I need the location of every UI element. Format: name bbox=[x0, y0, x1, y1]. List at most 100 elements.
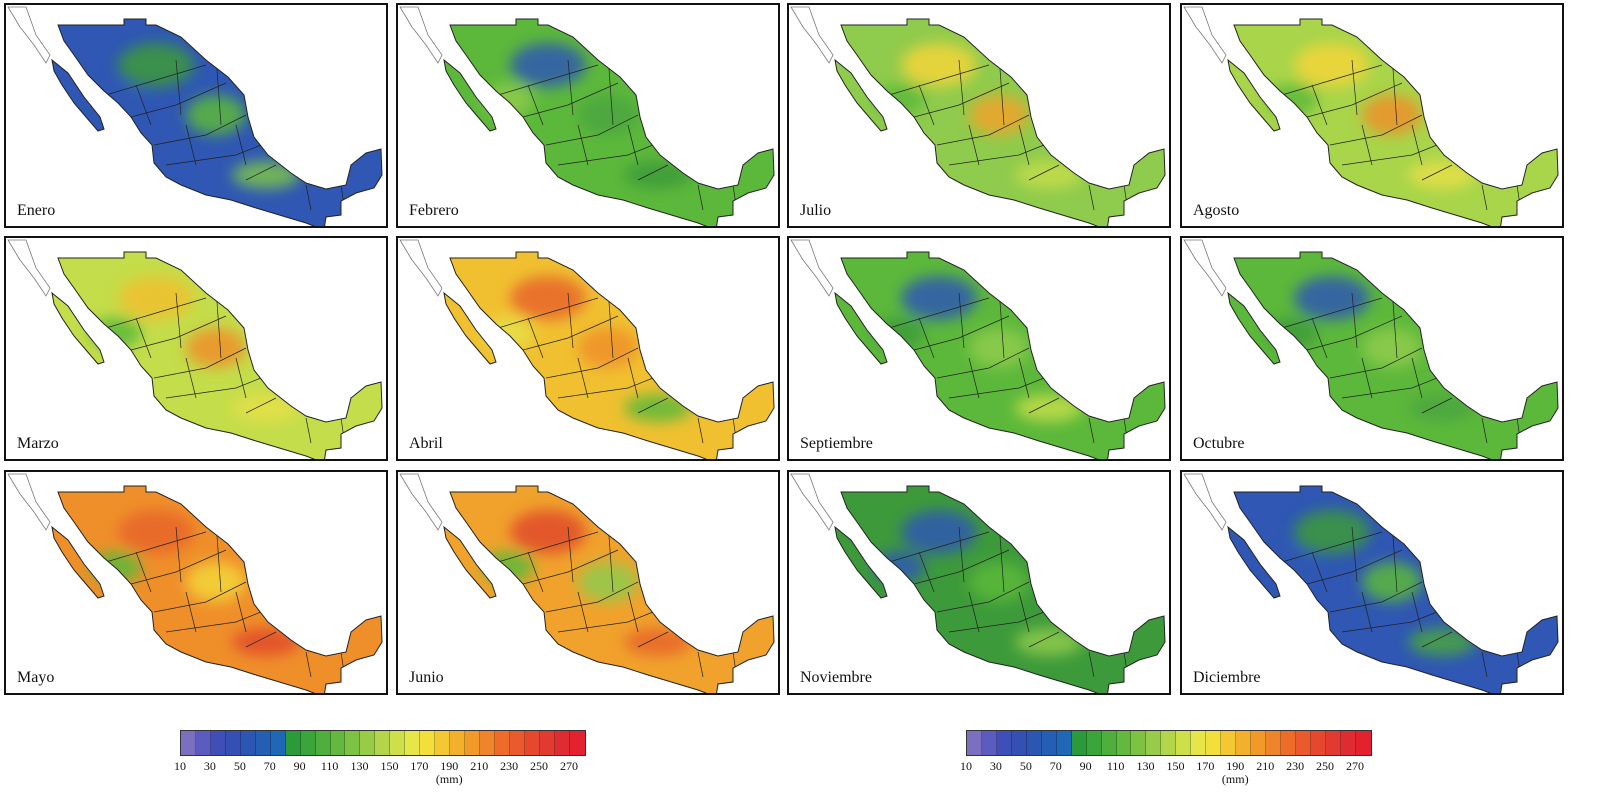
state-border bbox=[545, 581, 639, 613]
state-border bbox=[1028, 164, 1060, 181]
legend-swatch bbox=[181, 731, 196, 755]
state-border bbox=[1306, 549, 1403, 585]
state-border bbox=[1341, 377, 1438, 399]
legend-tick-label: 70 bbox=[1049, 759, 1062, 773]
state-border bbox=[545, 347, 639, 379]
state-border bbox=[888, 531, 990, 563]
legend-swatch bbox=[996, 731, 1012, 755]
precip-region bbox=[969, 562, 1029, 602]
legend-swatch bbox=[1041, 731, 1057, 755]
map-graphic bbox=[1183, 6, 1559, 226]
legend-tick-label: 210 bbox=[1256, 759, 1275, 773]
state-border bbox=[958, 526, 965, 583]
state-border bbox=[968, 357, 980, 399]
state-border bbox=[557, 144, 654, 166]
map-panel: Febrero bbox=[396, 3, 780, 228]
month-label: Mayo bbox=[17, 669, 55, 686]
state-border bbox=[637, 397, 669, 414]
map-panel: Septiembre bbox=[787, 236, 1171, 461]
legend-tick-label: 110 bbox=[320, 759, 339, 773]
legend-swatch bbox=[1325, 731, 1341, 755]
precip-region bbox=[901, 276, 977, 320]
legend-tick-label: 130 bbox=[350, 759, 369, 773]
legend-swatch bbox=[1340, 731, 1356, 755]
legend-swatch bbox=[1221, 731, 1237, 755]
map-panel: Junio bbox=[396, 470, 780, 695]
state-border bbox=[1306, 315, 1403, 351]
state-border bbox=[1351, 526, 1358, 583]
legend-ticks: 10 30 50 70 90 110 130 150 170 190 210 230 250 270 bbox=[960, 756, 1372, 773]
legend-tick-label: 230 bbox=[1286, 759, 1305, 773]
precip-region bbox=[510, 276, 586, 320]
legend-tick-label: 30 bbox=[989, 759, 1002, 773]
legend-swatch bbox=[1266, 731, 1282, 755]
state-border bbox=[130, 549, 227, 585]
state-border bbox=[1341, 144, 1438, 166]
legend-swatch bbox=[495, 731, 510, 755]
state-border bbox=[1411, 124, 1423, 166]
map-graphic bbox=[1183, 239, 1559, 459]
state-border bbox=[936, 581, 1030, 613]
legend-color-bar bbox=[966, 730, 1372, 756]
state-border bbox=[948, 377, 1045, 399]
legend-swatch bbox=[315, 731, 331, 755]
precip-region bbox=[1408, 394, 1476, 422]
legend-tick-label: 250 bbox=[530, 759, 549, 773]
legend-swatch bbox=[1191, 731, 1207, 755]
legend-swatch bbox=[420, 731, 436, 755]
precip-region bbox=[578, 562, 638, 602]
state-border bbox=[1351, 59, 1358, 116]
state-border bbox=[527, 317, 544, 359]
legend-tick-label: 250 bbox=[1316, 759, 1335, 773]
legend-swatch bbox=[1026, 731, 1042, 755]
precip-region bbox=[1408, 161, 1476, 189]
state-border bbox=[185, 124, 197, 166]
state-border bbox=[567, 59, 574, 116]
legend-swatch bbox=[435, 731, 451, 755]
month-label: Octubre bbox=[1193, 435, 1245, 452]
precip-region bbox=[186, 95, 246, 135]
state-border bbox=[497, 297, 599, 329]
state-border bbox=[245, 164, 277, 181]
map-panel: Marzo bbox=[4, 236, 388, 461]
legend-tick-label: 270 bbox=[559, 759, 578, 773]
state-border bbox=[948, 144, 1045, 166]
state-border bbox=[235, 124, 247, 166]
legend-swatch bbox=[1131, 731, 1147, 755]
map-graphic bbox=[399, 6, 775, 226]
precip-region bbox=[1408, 628, 1476, 656]
legend-swatch bbox=[1236, 731, 1252, 755]
map-graphic bbox=[7, 239, 383, 459]
state-border bbox=[1311, 551, 1328, 593]
legend-swatch bbox=[390, 731, 406, 755]
legend-swatch bbox=[1295, 731, 1311, 755]
precip-region bbox=[578, 95, 638, 135]
state-border bbox=[913, 82, 1010, 118]
legend-tick-label: 90 bbox=[1079, 759, 1092, 773]
legend-swatch bbox=[524, 731, 540, 755]
state-border bbox=[1311, 317, 1328, 359]
map-graphic bbox=[399, 239, 775, 459]
state-border bbox=[245, 631, 277, 648]
legend-swatch bbox=[225, 731, 241, 755]
legend-swatch bbox=[1146, 731, 1162, 755]
legend-unit: (mm) bbox=[1221, 772, 1249, 786]
state-border bbox=[175, 59, 182, 116]
month-label: Agosto bbox=[1193, 202, 1240, 219]
state-border bbox=[913, 549, 1010, 585]
state-border bbox=[1481, 184, 1488, 211]
month-label: Enero bbox=[17, 202, 56, 219]
legend-left: 10 30 50 70 90 110 130 150 170 190 210 230 250 270 (m… bbox=[174, 730, 586, 786]
state-border bbox=[936, 347, 1030, 379]
state-border bbox=[1421, 164, 1453, 181]
state-border bbox=[968, 124, 980, 166]
state-border bbox=[1088, 651, 1095, 678]
state-border bbox=[175, 526, 182, 583]
state-border bbox=[305, 651, 312, 678]
legend-swatch bbox=[1056, 731, 1072, 755]
precip-region bbox=[186, 328, 246, 368]
precip-region bbox=[1362, 95, 1422, 135]
state-border bbox=[697, 651, 704, 678]
map-panel: Octubre bbox=[1180, 236, 1564, 461]
precip-region bbox=[510, 43, 586, 87]
